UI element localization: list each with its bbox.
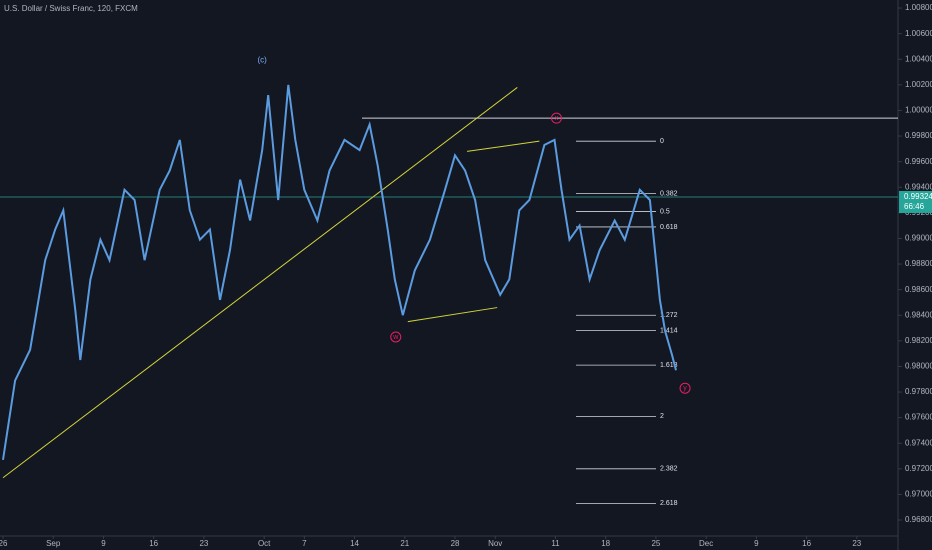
trendline: [407, 307, 498, 323]
x-tick-label: 23: [199, 539, 208, 548]
y-tick-label: 0.97000: [905, 490, 932, 499]
x-tick-label: 16: [149, 539, 158, 548]
x-tick-label: 21: [400, 539, 409, 548]
x-tick-label: 7: [302, 539, 307, 548]
y-tick-label: 0.97400: [905, 438, 932, 447]
countdown-label: 66:46: [904, 202, 925, 211]
wave-label: w: [392, 334, 399, 341]
x-tick-label: 9: [101, 539, 106, 548]
x-tick-label: 14: [350, 539, 359, 548]
wave-label: y: [683, 385, 687, 392]
current-price-box: [899, 190, 932, 213]
y-tick-label: 0.99400: [905, 182, 932, 191]
y-tick-label: 0.99600: [905, 157, 932, 166]
wave-circle: [550, 112, 562, 124]
x-tick-label: 9: [754, 539, 759, 548]
y-tick-label: 1.00400: [905, 54, 932, 63]
current-price-label: 0.99324: [904, 192, 932, 201]
y-tick-label: 0.98800: [905, 259, 932, 268]
y-tick-label: 1.00200: [905, 80, 932, 89]
y-tick-label: 0.98600: [905, 285, 932, 294]
y-tick-label: 1.00600: [905, 29, 932, 38]
price-line: [2, 84, 677, 461]
y-tick-label: 1.00800: [905, 3, 932, 12]
y-tick-label: 0.98400: [905, 310, 932, 319]
x-tick-label: 28: [451, 539, 460, 548]
trendline: [467, 140, 540, 152]
fib-label: 0.382: [660, 190, 678, 197]
fib-label: 1.414: [660, 327, 678, 334]
fib-label: 2: [660, 413, 664, 420]
x-tick-label: 25: [651, 539, 660, 548]
fib-label: 0.618: [660, 224, 678, 231]
fib-label: 1.618: [660, 362, 678, 369]
x-tick-label: Sep: [46, 539, 61, 548]
wave-circle: [390, 331, 402, 343]
y-tick-label: 0.99000: [905, 234, 932, 243]
y-tick-label: 0.98000: [905, 362, 932, 371]
fib-label: 1.272: [660, 312, 678, 319]
x-tick-label: 26: [0, 539, 8, 548]
x-tick-label: 11: [551, 539, 560, 548]
fib-label: 2.618: [660, 500, 678, 507]
wave-label: x: [555, 115, 559, 122]
x-tick-label: 16: [802, 539, 811, 548]
trendline: [2, 87, 518, 479]
y-tick-label: 0.96800: [905, 515, 932, 524]
y-tick-label: 1.00000: [905, 106, 932, 115]
y-tick-label: 0.97200: [905, 464, 932, 473]
x-tick-label: Oct: [258, 539, 271, 548]
fib-label: 2.382: [660, 466, 678, 473]
y-tick-label: 0.98200: [905, 336, 932, 345]
chart-title: U.S. Dollar / Swiss Franc, 120, FXCM: [4, 4, 138, 13]
y-tick-label: 0.97800: [905, 387, 932, 396]
x-tick-label: 18: [601, 539, 610, 548]
x-tick-label: Nov: [488, 539, 502, 548]
x-tick-label: Dec: [699, 539, 713, 548]
x-tick-label: 23: [852, 539, 861, 548]
y-tick-label: 0.99800: [905, 131, 932, 140]
wave-circle: [679, 382, 691, 394]
fib-label: 0.5: [660, 208, 670, 215]
wave-label: (c): [257, 56, 267, 65]
fib-label: 0: [660, 138, 664, 145]
y-tick-label: 0.97600: [905, 413, 932, 422]
